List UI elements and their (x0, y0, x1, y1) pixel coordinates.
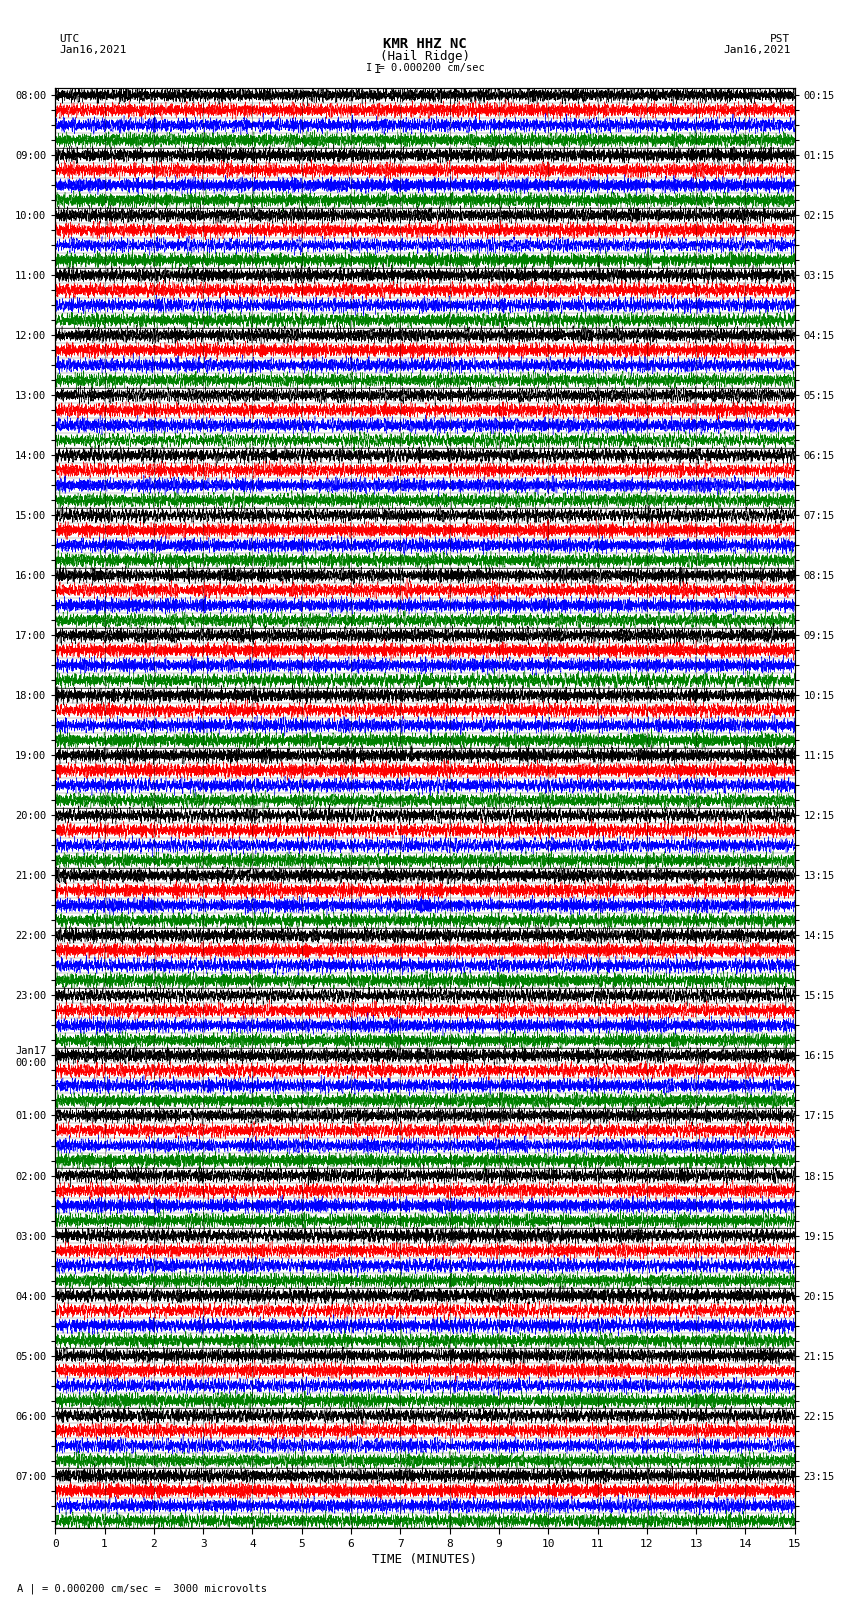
Text: (Hail Ridge): (Hail Ridge) (380, 50, 470, 63)
Text: I = 0.000200 cm/sec: I = 0.000200 cm/sec (366, 63, 484, 73)
Text: KMR HHZ NC: KMR HHZ NC (383, 37, 467, 52)
Text: Jan16,2021: Jan16,2021 (60, 45, 127, 55)
Text: PST: PST (770, 34, 790, 44)
Text: I: I (374, 63, 382, 76)
X-axis label: TIME (MINUTES): TIME (MINUTES) (372, 1553, 478, 1566)
Text: A | = 0.000200 cm/sec =  3000 microvolts: A | = 0.000200 cm/sec = 3000 microvolts (17, 1582, 267, 1594)
Text: Jan16,2021: Jan16,2021 (723, 45, 791, 55)
Text: UTC: UTC (60, 34, 80, 44)
